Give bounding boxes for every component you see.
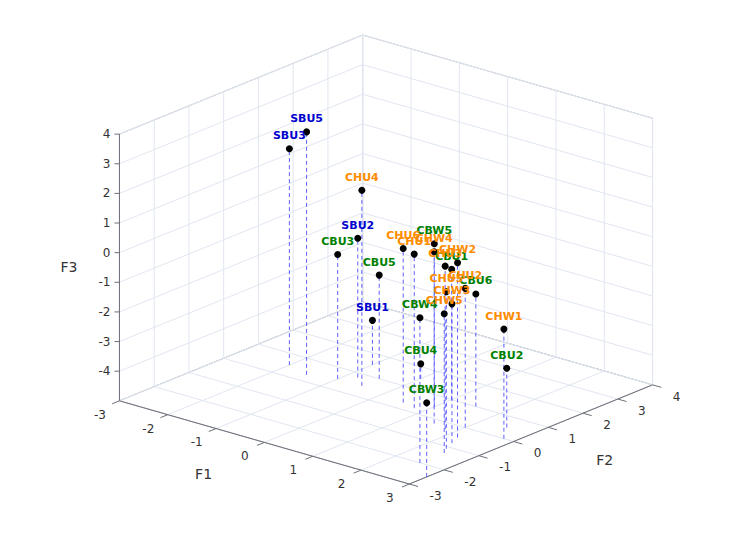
svg-text:CHW3: CHW3	[433, 284, 471, 298]
svg-text:SBU1: SBU1	[356, 301, 389, 314]
svg-text:0: 0	[103, 246, 111, 260]
svg-text:CHW4: CHW4	[415, 232, 453, 246]
svg-text:1: 1	[103, 216, 111, 230]
svg-text:-2: -2	[142, 422, 154, 436]
svg-text:SBU3: SBU3	[273, 129, 306, 142]
svg-text:CBU3: CBU3	[321, 235, 354, 248]
svg-text:-3: -3	[94, 408, 106, 422]
svg-text:CHU2: CHU2	[448, 268, 483, 282]
svg-text:CHU3: CHU3	[428, 247, 462, 260]
svg-text:-1: -1	[499, 460, 511, 474]
svg-text:CBW4: CBW4	[402, 298, 438, 312]
svg-text:SBU2: SBU2	[341, 219, 374, 232]
svg-text:CHW1: CHW1	[485, 310, 522, 323]
svg-text:F3: F3	[60, 259, 77, 275]
svg-text:4: 4	[673, 390, 681, 404]
svg-text:CHU5: CHU5	[429, 272, 463, 285]
svg-text:2: 2	[603, 418, 611, 432]
svg-text:CBW5: CBW5	[416, 224, 453, 238]
svg-text:3: 3	[103, 157, 111, 171]
svg-text:-1: -1	[98, 275, 110, 289]
svg-text:0: 0	[534, 446, 542, 460]
svg-text:CBW3: CBW3	[409, 383, 445, 396]
svg-text:3: 3	[638, 404, 646, 418]
svg-text:CBU2: CBU2	[490, 349, 523, 362]
svg-text:-2: -2	[98, 305, 110, 319]
svg-text:CBU5: CBU5	[363, 256, 396, 269]
svg-text:-1: -1	[191, 435, 203, 449]
svg-text:2: 2	[103, 186, 111, 200]
svg-text:-3: -3	[98, 335, 110, 349]
svg-text:CHU4: CHU4	[345, 171, 379, 184]
svg-text:F2: F2	[596, 452, 613, 468]
svg-text:-4: -4	[98, 364, 110, 378]
svg-text:3: 3	[386, 491, 394, 505]
svg-text:2: 2	[338, 477, 346, 491]
svg-text:0: 0	[241, 449, 249, 463]
svg-text:CHU6: CHU6	[386, 229, 420, 242]
svg-text:SBU5: SBU5	[290, 112, 323, 125]
svg-text:-3: -3	[430, 489, 442, 503]
svg-text:1: 1	[289, 463, 297, 477]
svg-text:CBU4: CBU4	[404, 344, 437, 357]
svg-text:1: 1	[569, 432, 577, 446]
svg-text:CHW5: CHW5	[426, 294, 463, 307]
svg-text:4: 4	[103, 127, 111, 141]
svg-text:F1: F1	[195, 466, 212, 482]
svg-text:-2: -2	[464, 475, 476, 489]
